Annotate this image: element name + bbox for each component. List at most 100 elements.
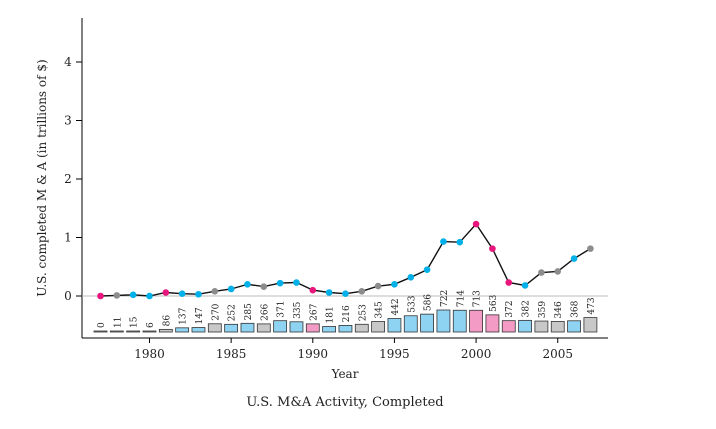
- bar-label: 371: [277, 301, 287, 318]
- chart-title: U.S. M&A Activity, Completed: [246, 395, 444, 410]
- bar-label: 586: [424, 294, 434, 311]
- data-point: [374, 282, 382, 290]
- bar: [109, 330, 124, 333]
- bar-label: 372: [505, 300, 515, 317]
- data-point: [489, 245, 496, 252]
- bar: [371, 321, 386, 333]
- bar-label: 714: [456, 290, 466, 307]
- x-tick-label: 1990: [298, 347, 329, 361]
- bar: [501, 320, 516, 333]
- bar: [469, 309, 483, 333]
- y-tick-label: 4: [64, 55, 72, 69]
- y-tick-label: 1: [64, 231, 72, 245]
- data-point: [309, 286, 317, 294]
- data-point: [521, 282, 529, 289]
- data-point: [293, 279, 300, 286]
- bar-label: 533: [407, 295, 417, 312]
- y-axis-label: U.S. completed M & A (in trillions of $): [35, 59, 49, 296]
- axes: 0 1 2 3 4 1980 1985 1990 1995 2000 2005: [64, 18, 608, 361]
- bar: [550, 321, 565, 333]
- data-point: [407, 273, 415, 281]
- bar-label: 270: [211, 303, 221, 320]
- bar: [534, 320, 549, 333]
- bar: [142, 330, 157, 333]
- bar-label: 335: [293, 301, 303, 318]
- bar-label: 15: [130, 316, 140, 328]
- series-line: [100, 222, 591, 297]
- data-point: [472, 220, 480, 228]
- data-point: [244, 281, 251, 288]
- bar: [420, 313, 435, 333]
- data-point: [342, 290, 349, 297]
- bar: [158, 328, 173, 333]
- bar: [322, 326, 337, 333]
- x-tick-label: 1980: [134, 347, 165, 361]
- y-tick-label: 3: [64, 114, 72, 128]
- bar-label: 216: [342, 305, 352, 322]
- bar: [485, 314, 500, 333]
- bar: [436, 309, 451, 333]
- data-point: [391, 281, 398, 288]
- x-tick-label: 2005: [542, 347, 573, 361]
- bar: [126, 330, 141, 333]
- bar-label: 368: [571, 300, 581, 317]
- bar-label: 563: [489, 294, 499, 311]
- x-axis-label: Year: [331, 367, 359, 381]
- bar-label: 252: [228, 304, 238, 321]
- bar: [207, 323, 222, 333]
- data-point: [325, 289, 333, 296]
- data-point: [113, 292, 121, 299]
- bar: [354, 323, 369, 333]
- bar: [256, 323, 271, 333]
- data-point: [456, 238, 464, 246]
- bar-label: 346: [554, 301, 564, 318]
- y-tick-label: 0: [64, 289, 72, 303]
- bar-label: 359: [538, 301, 548, 318]
- data-point: [146, 292, 153, 300]
- bar-label: 713: [473, 290, 483, 307]
- bar-label: 267: [309, 303, 319, 320]
- bar: [175, 327, 190, 333]
- bar-label: 181: [326, 306, 336, 323]
- bar-label: 147: [195, 307, 205, 324]
- bar-label: 266: [260, 303, 270, 320]
- x-tick-label: 1985: [216, 347, 247, 361]
- bar: [452, 309, 467, 333]
- data-point: [260, 283, 268, 290]
- bar: [191, 327, 206, 333]
- data-point: [276, 279, 284, 287]
- data-point: [538, 269, 545, 276]
- data-point: [423, 266, 431, 273]
- bar: [240, 322, 255, 333]
- bar-label: 11: [113, 317, 123, 328]
- bar: [387, 318, 402, 333]
- data-point: [554, 268, 562, 275]
- bar: [583, 317, 598, 333]
- data-point: [178, 290, 186, 297]
- bar-label: 0: [97, 322, 107, 328]
- bar: [93, 330, 108, 333]
- bar-label: 382: [522, 300, 532, 317]
- data-point: [227, 285, 235, 293]
- bar: [224, 323, 239, 333]
- bar-label: 473: [587, 297, 597, 314]
- bar: [338, 325, 353, 333]
- bar: [273, 320, 288, 333]
- bar-label: 722: [440, 290, 450, 307]
- bar-label: 442: [391, 298, 401, 315]
- data-point: [505, 279, 513, 286]
- data-point: [358, 288, 366, 295]
- bar-label: 285: [244, 303, 254, 320]
- bar: [567, 320, 581, 333]
- data-point: [97, 292, 104, 300]
- bar: [305, 323, 320, 333]
- data-point: [195, 290, 202, 298]
- bar-label: 86: [162, 315, 172, 327]
- bar: [403, 315, 418, 333]
- series-group: [97, 220, 594, 300]
- data-point: [129, 291, 137, 299]
- data-point: [440, 238, 447, 245]
- bar-label: 345: [375, 301, 385, 318]
- bar-label: 253: [358, 304, 368, 321]
- data-point: [570, 255, 578, 262]
